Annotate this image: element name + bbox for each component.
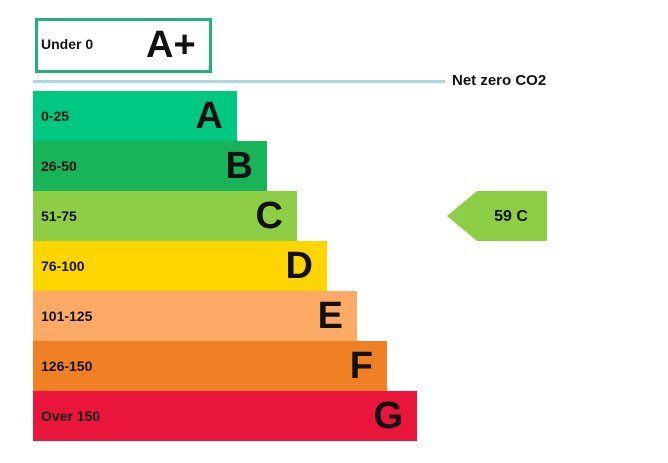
band-bar bbox=[33, 391, 417, 441]
net-zero-label: Net zero CO2 bbox=[452, 72, 547, 89]
band-rating: C bbox=[255, 195, 283, 237]
band-range: 76-100 bbox=[41, 258, 85, 274]
band-bar bbox=[33, 291, 357, 341]
band-range: 26-50 bbox=[41, 158, 77, 174]
band-range: 51-75 bbox=[41, 208, 77, 224]
band-rating: E bbox=[317, 295, 343, 337]
band-rating: F bbox=[349, 345, 373, 387]
band-bar bbox=[33, 91, 237, 141]
current-arrow: 59 C bbox=[447, 191, 547, 241]
band-range: 0-25 bbox=[41, 108, 70, 124]
band-range: 101-125 bbox=[41, 308, 93, 324]
band-range: Over 150 bbox=[41, 408, 101, 424]
top-range: Under 0 bbox=[41, 36, 94, 52]
net-zero-line bbox=[33, 80, 445, 83]
band-bar bbox=[33, 191, 297, 241]
band-rating: D bbox=[285, 245, 313, 287]
current-rating: 59 C bbox=[494, 208, 528, 225]
band-rating: G bbox=[373, 395, 403, 437]
band-rating: A bbox=[195, 95, 223, 137]
top-rating-box bbox=[35, 18, 212, 73]
band-rating: B bbox=[225, 145, 253, 187]
band-bar bbox=[33, 241, 327, 291]
top-rating: A+ bbox=[146, 24, 196, 66]
band-bar bbox=[33, 341, 387, 391]
band-range: 126-150 bbox=[41, 358, 93, 374]
arrow-shape bbox=[447, 191, 547, 241]
band-bar bbox=[33, 141, 267, 191]
